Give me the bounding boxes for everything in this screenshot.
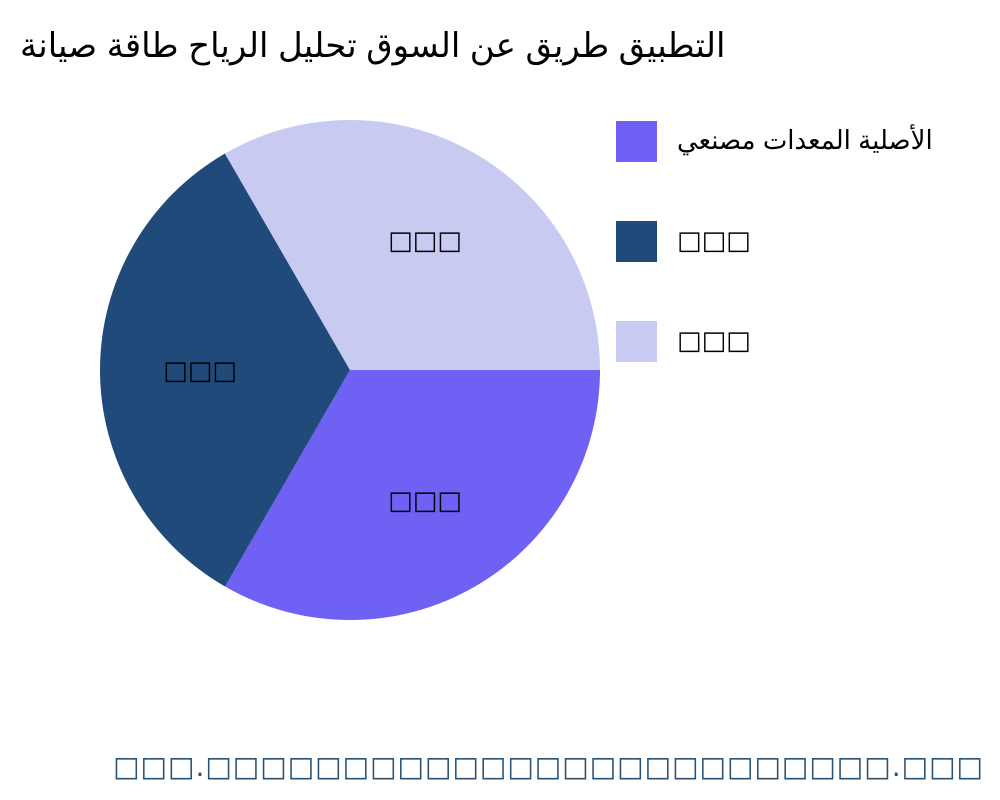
word: طاقة: [106, 26, 179, 66]
word: صيانة: [20, 26, 98, 66]
legend-item-3: □□□: [616, 320, 751, 362]
legend-label: مصنعي المعدات الأصلية: [677, 126, 933, 156]
word: □□□: [677, 326, 751, 356]
word: مصنعي: [677, 126, 756, 156]
word: السوق: [366, 26, 461, 66]
word: تحليل: [277, 26, 357, 66]
pie-slice-1: [225, 370, 600, 621]
pie-slice-2: [100, 153, 350, 587]
slice-label-3: □□□: [388, 226, 462, 256]
legend-item-2: □□□: [616, 220, 751, 262]
legend-label: □□□: [677, 326, 751, 356]
legend-item-1: مصنعي المعدات الأصلية: [616, 120, 933, 162]
watermark: □□□.□□□□□□□□□□□□□□□□□□□□□□□□□.□□□: [113, 750, 984, 783]
legend-swatch: [616, 120, 657, 162]
word: المعدات: [762, 126, 851, 156]
word: □□□: [677, 226, 751, 256]
chart-title: صيانة طاقة الرياح تحليل السوق عن طريق التطبيق: [20, 26, 1000, 66]
legend-swatch: [616, 320, 657, 362]
word: التطبيق: [618, 26, 726, 66]
legend-label: □□□: [677, 226, 751, 256]
word: الرياح: [188, 26, 269, 66]
legend-swatch: [616, 220, 657, 262]
slice-label-2: □□□: [163, 356, 237, 386]
slice-label-1: □□□: [388, 486, 462, 516]
word: الأصلية: [858, 126, 933, 156]
pie-slice-3: [224, 119, 601, 371]
word: طريق: [525, 26, 610, 66]
word: عن: [469, 26, 516, 66]
